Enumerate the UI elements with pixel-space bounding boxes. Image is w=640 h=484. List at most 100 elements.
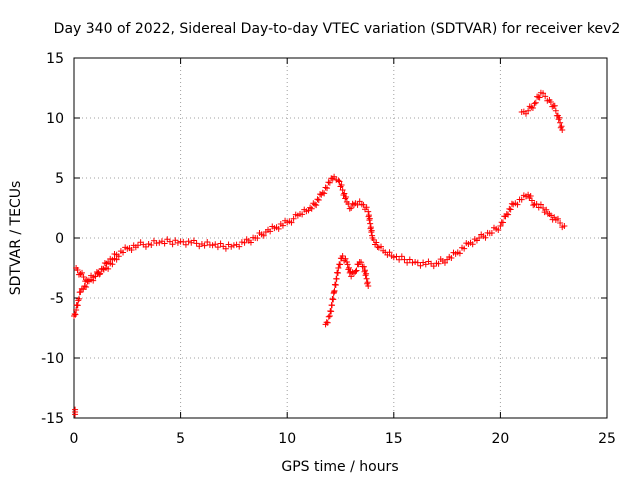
data-point: [83, 284, 90, 290]
data-point: [561, 223, 568, 229]
data-point: [75, 295, 82, 302]
data-point: [414, 259, 421, 266]
chart-title: Day 340 of 2022, Sidereal Day-to-day VTE…: [54, 21, 621, 37]
data-point: [547, 99, 554, 105]
data-point: [495, 227, 502, 234]
data-point: [328, 175, 335, 182]
data-point: [349, 200, 356, 207]
data-point: [342, 255, 349, 262]
data-point: [456, 250, 463, 257]
data-point: [260, 232, 267, 239]
data-point: [386, 249, 393, 256]
data-point: [358, 259, 365, 266]
x-tick-label: 5: [176, 431, 185, 447]
data-point: [105, 265, 112, 272]
y-tick-label: 5: [55, 171, 64, 187]
data-point: [348, 205, 355, 211]
data-point: [401, 256, 408, 263]
data-point: [352, 268, 359, 275]
data-point: [322, 184, 329, 191]
data-point: [324, 319, 331, 326]
axis-ticks: [73, 57, 608, 419]
data-point: [378, 243, 385, 250]
data-point: [542, 93, 549, 100]
data-point: [254, 235, 261, 242]
data-point: [72, 311, 79, 318]
data-point: [343, 194, 350, 200]
data-point: [390, 254, 397, 261]
data-point: [370, 236, 377, 243]
data-point: [362, 272, 369, 279]
data-point: [469, 241, 476, 248]
data-point: [506, 205, 513, 212]
data-point: [201, 242, 208, 249]
data-point: [554, 215, 561, 222]
data-point: [333, 275, 340, 282]
data-point: [238, 239, 245, 246]
data-point: [363, 204, 370, 211]
data-point: [344, 261, 351, 268]
data-point: [404, 259, 411, 266]
data-point: [182, 241, 189, 248]
data-point: [341, 190, 348, 197]
data-point: [85, 277, 92, 284]
data-point: [548, 212, 555, 219]
data-point: [77, 271, 84, 277]
data-point: [435, 260, 442, 267]
data-point: [193, 240, 200, 247]
data-point: [398, 253, 405, 260]
data-point: [532, 99, 539, 106]
data-point: [315, 196, 322, 203]
data-point: [335, 177, 342, 184]
data-point: [71, 311, 78, 317]
data-point: [101, 260, 108, 266]
data-point: [422, 261, 429, 268]
data-point: [353, 267, 360, 274]
data-point: [319, 189, 326, 196]
data-point: [313, 202, 320, 209]
data-point: [559, 127, 566, 133]
data-point: [190, 237, 197, 244]
x-axis-label: GPS time / hours: [281, 459, 398, 475]
data-point: [552, 107, 559, 114]
data-point: [527, 193, 534, 200]
data-point: [373, 239, 380, 246]
data-point: [551, 102, 558, 109]
data-point: [346, 205, 353, 212]
data-point: [321, 190, 328, 197]
data-point: [325, 179, 332, 186]
data-point: [326, 179, 333, 186]
data-point: [482, 234, 489, 241]
data-point: [476, 235, 483, 241]
data-point: [78, 269, 85, 276]
x-tick-label: 10: [278, 431, 296, 447]
data-point: [365, 283, 372, 289]
data-point: [531, 100, 538, 107]
data-point: [142, 243, 149, 250]
data-point: [314, 196, 321, 203]
data-point: [330, 296, 337, 303]
y-axis-label: SDTVAR / TECUs: [8, 181, 24, 296]
data-point: [448, 255, 455, 262]
data-point: [508, 200, 515, 207]
data-point: [222, 245, 229, 252]
data-point: [528, 197, 535, 204]
data-point: [161, 240, 168, 247]
data-point: [308, 205, 315, 212]
data-point: [275, 225, 282, 232]
data-point: [247, 239, 254, 246]
data-point: [307, 204, 314, 211]
data-point: [537, 201, 544, 208]
data-point: [503, 211, 510, 217]
series-lower-excursion: [322, 253, 372, 328]
y-tick-label: 10: [46, 111, 64, 127]
data-point: [536, 94, 543, 101]
data-point: [497, 223, 504, 229]
data-point: [96, 271, 103, 278]
data-point: [557, 119, 564, 126]
series-outliers: [72, 406, 79, 418]
y-tick-label: -15: [41, 411, 64, 427]
data-point: [518, 196, 525, 203]
